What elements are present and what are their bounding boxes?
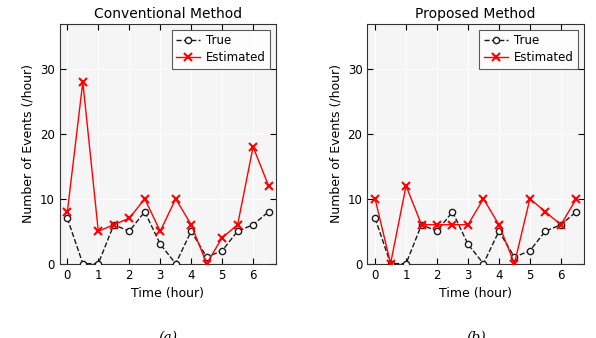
Title: Proposed Method: Proposed Method <box>415 7 536 21</box>
X-axis label: Time (hour): Time (hour) <box>132 287 204 300</box>
True <box>188 229 195 233</box>
True <box>557 223 564 227</box>
Estimated <box>480 197 487 201</box>
True <box>480 262 487 266</box>
True <box>203 255 210 259</box>
Estimated <box>188 223 195 227</box>
Estimated <box>542 210 549 214</box>
Text: (a): (a) <box>159 331 178 338</box>
True <box>449 210 456 214</box>
Estimated <box>402 184 409 188</box>
True <box>265 210 272 214</box>
True <box>511 255 518 259</box>
Estimated <box>219 236 226 240</box>
Estimated <box>371 197 378 201</box>
True <box>542 229 549 233</box>
True <box>157 242 164 246</box>
True <box>526 249 533 253</box>
Title: Conventional Method: Conventional Method <box>94 7 242 21</box>
Estimated <box>203 262 210 266</box>
Line: True: True <box>372 209 579 267</box>
Y-axis label: Number of Events (/hour): Number of Events (/hour) <box>21 64 35 223</box>
True <box>433 229 440 233</box>
Estimated <box>172 197 179 201</box>
Estimated <box>511 262 518 266</box>
True <box>402 262 409 266</box>
True <box>464 242 471 246</box>
Estimated <box>495 223 502 227</box>
True <box>110 223 117 227</box>
Estimated <box>418 223 425 227</box>
Estimated <box>526 197 533 201</box>
True <box>172 262 179 266</box>
True <box>573 210 580 214</box>
Estimated <box>234 223 241 227</box>
Estimated <box>79 80 86 84</box>
Estimated <box>449 223 456 227</box>
Line: Estimated: Estimated <box>371 182 580 267</box>
True <box>495 229 502 233</box>
Estimated <box>64 210 71 214</box>
True <box>387 262 394 266</box>
True <box>418 223 425 227</box>
Legend: True, Estimated: True, Estimated <box>172 29 271 69</box>
True <box>250 223 257 227</box>
Y-axis label: Number of Events (/hour): Number of Events (/hour) <box>329 64 342 223</box>
Estimated <box>157 229 164 233</box>
True <box>371 216 378 220</box>
True <box>234 229 241 233</box>
Legend: True, Estimated: True, Estimated <box>479 29 578 69</box>
Estimated <box>110 223 117 227</box>
True <box>95 262 102 266</box>
Estimated <box>464 223 471 227</box>
Estimated <box>557 223 564 227</box>
Estimated <box>250 145 257 149</box>
Estimated <box>573 197 580 201</box>
True <box>79 262 86 266</box>
X-axis label: Time (hour): Time (hour) <box>439 287 512 300</box>
Estimated <box>265 184 272 188</box>
True <box>141 210 148 214</box>
True <box>126 229 133 233</box>
Estimated <box>126 216 133 220</box>
Estimated <box>95 229 102 233</box>
Text: (b): (b) <box>466 331 486 338</box>
Line: True: True <box>64 209 272 267</box>
True <box>219 249 226 253</box>
Estimated <box>141 197 148 201</box>
True <box>64 216 71 220</box>
Line: Estimated: Estimated <box>64 78 272 267</box>
Estimated <box>433 223 440 227</box>
Estimated <box>387 262 394 266</box>
